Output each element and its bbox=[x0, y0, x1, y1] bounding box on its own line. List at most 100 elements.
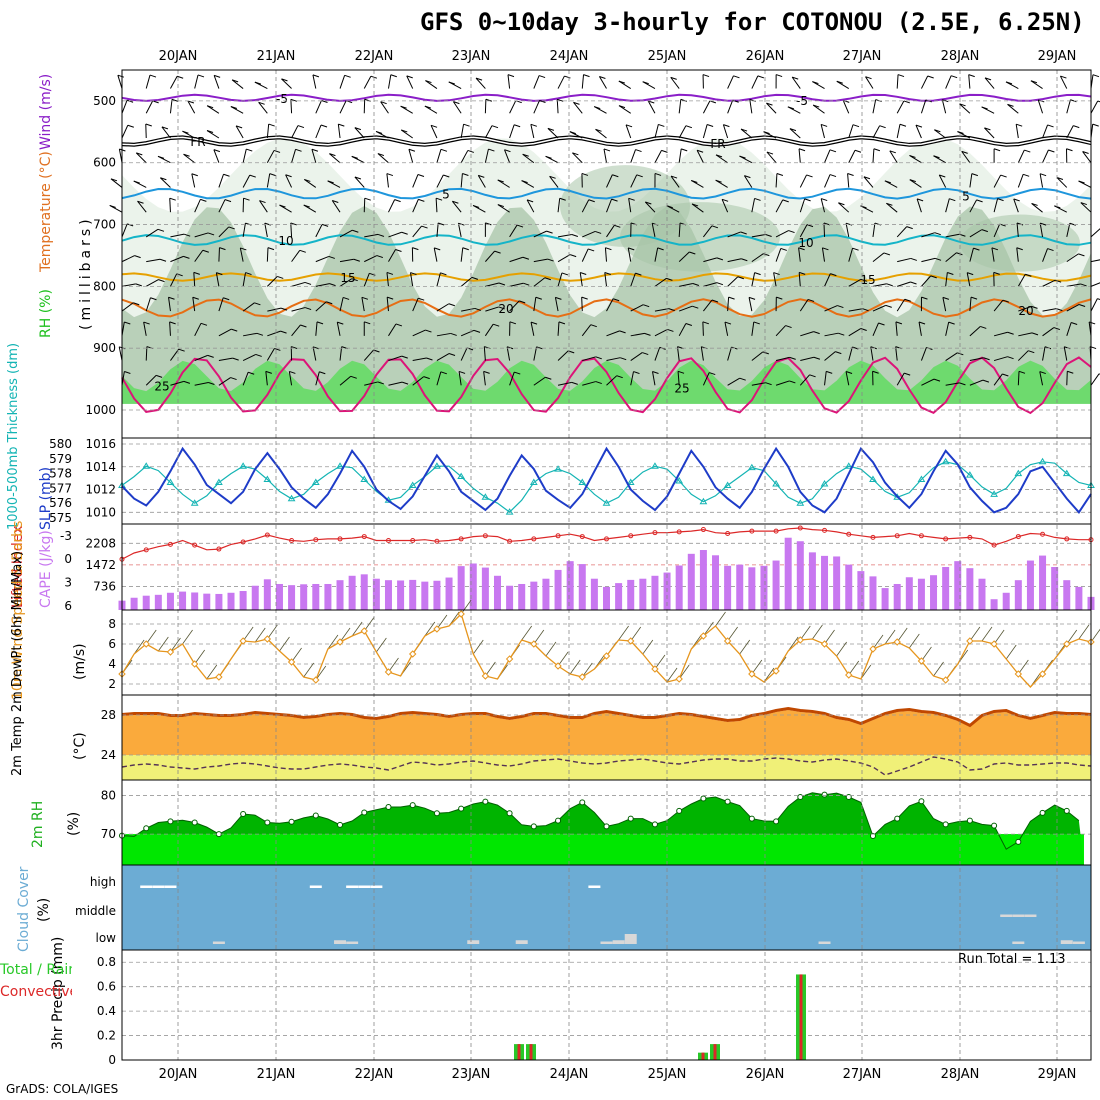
wind-barb bbox=[751, 321, 755, 336]
li-ytick: 6 bbox=[64, 599, 72, 613]
wind-barb-flag bbox=[947, 271, 954, 275]
precip-ytick: 0.4 bbox=[97, 1004, 116, 1018]
wind-barb bbox=[218, 226, 230, 238]
wind-barb bbox=[408, 149, 414, 163]
wind-barb bbox=[812, 104, 825, 114]
wind-barb-flag bbox=[948, 321, 955, 325]
wind-barb bbox=[945, 75, 952, 89]
thickness-point bbox=[723, 481, 732, 488]
wind-barb bbox=[1090, 259, 1100, 263]
wind-barb-flag bbox=[539, 99, 546, 103]
wind-barb-flag bbox=[295, 148, 302, 152]
wind10-point bbox=[166, 648, 175, 656]
wind-barb bbox=[556, 99, 559, 114]
rh2m-point bbox=[579, 799, 586, 806]
wind-barb-flag bbox=[984, 77, 992, 81]
wind-barb bbox=[290, 222, 293, 237]
wind-barb-flag bbox=[847, 173, 854, 176]
cape-bar bbox=[288, 585, 296, 610]
wind10-point bbox=[239, 637, 247, 645]
wind10-barb bbox=[145, 629, 157, 645]
cape-bar bbox=[493, 575, 501, 610]
wind10-point bbox=[845, 671, 853, 679]
wind-barb-flag bbox=[809, 374, 816, 378]
wind-barb-flag bbox=[394, 199, 401, 203]
wind-barb-flag bbox=[715, 154, 723, 158]
wind-barb bbox=[290, 99, 293, 114]
wind-barb bbox=[993, 331, 1008, 337]
cape-bar bbox=[445, 577, 453, 610]
wind-barb bbox=[266, 276, 278, 287]
wind-barb-flag bbox=[685, 323, 693, 327]
wind-barb bbox=[945, 352, 958, 361]
wind-barb-flag bbox=[628, 197, 635, 201]
wind-barb bbox=[526, 199, 535, 213]
li-point bbox=[846, 531, 852, 537]
wind-barb-flag bbox=[1013, 198, 1020, 202]
wind-barb-flag bbox=[509, 321, 517, 325]
wind-barb bbox=[315, 301, 327, 312]
wind-barb bbox=[121, 255, 135, 263]
wind-barb-flag bbox=[895, 321, 903, 325]
date-label-top: 20JAN bbox=[159, 49, 198, 64]
wind-barb bbox=[363, 75, 372, 89]
wind-barb-flag bbox=[1016, 123, 1023, 127]
wind-barb-flag bbox=[219, 247, 226, 251]
wind-barb bbox=[824, 273, 831, 287]
wind-barb-flag bbox=[171, 98, 179, 102]
thickness-point bbox=[965, 471, 974, 478]
wind-barb bbox=[435, 198, 438, 213]
wind-barb-flag bbox=[981, 229, 988, 233]
slp-label: SLP (mb) bbox=[38, 466, 54, 530]
wind-barb bbox=[135, 152, 147, 164]
wind10-point bbox=[772, 667, 780, 675]
wind-barb-flag bbox=[200, 322, 208, 326]
wind-barb bbox=[678, 222, 681, 237]
wind10-barb bbox=[703, 621, 714, 637]
wind-barb bbox=[386, 297, 389, 312]
wind-barb bbox=[1066, 125, 1074, 139]
wind10-barb bbox=[327, 634, 339, 650]
wind-barb bbox=[1066, 322, 1072, 336]
wind-barb bbox=[748, 297, 753, 312]
wind-barb-flag bbox=[401, 381, 409, 385]
wind10-barb bbox=[485, 661, 496, 677]
rh2m-label: 2m RH bbox=[30, 800, 46, 848]
cloud-high-bar bbox=[370, 885, 383, 888]
wind10-barb bbox=[1090, 628, 1100, 643]
wind-barb-flag bbox=[571, 381, 578, 385]
wind-barb bbox=[315, 283, 330, 287]
wind-barb-flag bbox=[304, 281, 312, 285]
wind-barb-flag bbox=[440, 148, 448, 152]
wind-barb bbox=[485, 306, 499, 312]
wind-barb-flag bbox=[395, 323, 403, 327]
wind10-barb bbox=[351, 621, 363, 637]
cape-bar bbox=[518, 583, 526, 610]
cape-bar bbox=[1063, 580, 1071, 610]
wind-barb bbox=[145, 279, 159, 287]
li-point bbox=[918, 533, 924, 539]
cloud-high-bar bbox=[588, 885, 601, 888]
wind-barb-flag bbox=[169, 197, 176, 201]
wind-barb-flag bbox=[342, 296, 350, 300]
wind-barb bbox=[291, 281, 306, 287]
wind-barb-flag bbox=[942, 296, 950, 300]
wind-barb bbox=[509, 224, 518, 238]
wind-barb bbox=[484, 250, 495, 262]
wind-barb bbox=[727, 276, 739, 287]
wind-barb bbox=[242, 372, 249, 386]
wind10-point bbox=[336, 638, 344, 646]
thickness-point bbox=[336, 462, 344, 469]
wind-barb bbox=[679, 282, 693, 287]
cloud-low-bar bbox=[515, 940, 528, 944]
wind-barb-flag bbox=[546, 230, 553, 234]
cloud-low-bar bbox=[334, 940, 347, 944]
wind-barb bbox=[146, 258, 161, 263]
wind-barb bbox=[775, 248, 782, 262]
wind-barb bbox=[1090, 228, 1100, 238]
wind-barb-flag bbox=[1048, 149, 1055, 153]
wind-barb bbox=[507, 74, 511, 89]
wind-barb-flag bbox=[997, 198, 1004, 202]
wind-barb bbox=[969, 247, 974, 262]
rh2m-point bbox=[894, 815, 901, 822]
